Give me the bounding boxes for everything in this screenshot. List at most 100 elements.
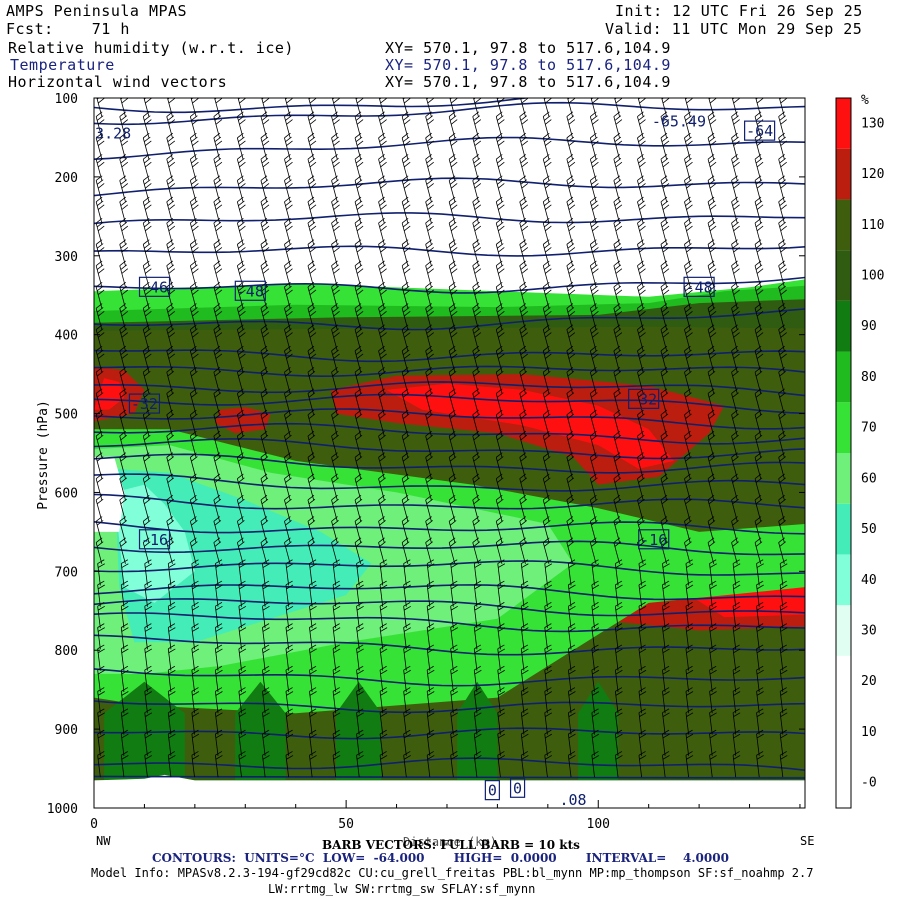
- wind-barb-flag: [145, 627, 153, 632]
- wind-barb-flag: [379, 687, 387, 692]
- wind-barb: [379, 623, 388, 650]
- wind-barb: [354, 196, 364, 224]
- wind-barb: [144, 623, 153, 650]
- wind-barb-flag: [214, 264, 222, 270]
- wind-barb-flag: [166, 324, 173, 330]
- wind-barb-flag: [449, 371, 457, 377]
- wind-barb-flag: [427, 627, 435, 632]
- wind-barb-flag: [119, 239, 126, 245]
- wind-barb-flag: [285, 349, 292, 356]
- wind-barb: [379, 729, 388, 756]
- wind-barb: [685, 751, 694, 778]
- wind-barb-flag: [733, 119, 740, 125]
- wind-barb: [120, 644, 129, 671]
- wind-barb-flag: [238, 520, 245, 526]
- wind-barb: [403, 559, 411, 586]
- wind-barb-flag: [709, 712, 717, 717]
- wind-barb-flag: [662, 225, 670, 232]
- wind-barb-flag: [543, 260, 550, 266]
- wind-barb-flag: [192, 563, 200, 568]
- wind-barb-flag: [239, 605, 247, 611]
- wind-barb-flag: [215, 310, 223, 317]
- wind-barb-flag: [121, 708, 129, 714]
- wind-barb-flag: [615, 247, 623, 253]
- wind-barb-flag: [731, 132, 738, 139]
- wind-barb-flag: [426, 477, 433, 483]
- wind-barb-flag: [497, 413, 504, 419]
- wind-barb-flag: [474, 648, 482, 654]
- wind-barb-flag: [686, 733, 694, 739]
- wind-barb-flag: [331, 91, 339, 96]
- wind-barb-flag: [519, 324, 526, 330]
- wind-barb-flag: [778, 409, 785, 416]
- wind-barb-flag: [378, 473, 385, 479]
- wind-barb-flag: [756, 310, 764, 317]
- wind-barb: [378, 132, 387, 160]
- wind-barb-flag: [615, 602, 623, 607]
- wind-barb: [332, 665, 341, 692]
- wind-barb-flag: [307, 452, 315, 458]
- wind-barb-flag: [707, 537, 715, 543]
- wind-barb-flag: [378, 111, 385, 117]
- wind-barb-flag: [450, 204, 458, 210]
- wind-barb-flag: [121, 268, 129, 274]
- wind-barb-flag: [426, 285, 433, 292]
- wind-barb-flag: [662, 310, 670, 317]
- wind-barb-flag: [639, 755, 647, 760]
- wind-barb-flag: [686, 605, 694, 611]
- wind-barb-flag: [520, 285, 528, 292]
- wind-barb-flag: [168, 665, 176, 671]
- wind-barb-flag: [97, 605, 105, 611]
- wind-barb: [567, 644, 576, 671]
- wind-barb-flag: [238, 729, 246, 735]
- wind-barb-flag: [450, 602, 458, 607]
- wind-barb-flag: [380, 204, 387, 210]
- wind-barb-flag: [472, 345, 479, 352]
- wind-barb-flag: [238, 665, 246, 671]
- wind-barb-flag: [709, 733, 717, 739]
- wind-barb-flag: [284, 260, 291, 266]
- wind-barb: [120, 580, 129, 607]
- wind-barb: [378, 239, 387, 266]
- wind-barb-flag: [615, 204, 623, 210]
- wind-barb-flag: [378, 303, 385, 309]
- wind-barb-flag: [239, 183, 246, 189]
- wind-barb-flag: [733, 584, 741, 590]
- wind-barb-flag: [238, 200, 245, 206]
- wind-barb-flag: [121, 140, 129, 146]
- wind-barb-flag: [192, 755, 200, 760]
- wind-barb-flag: [95, 537, 103, 543]
- wind-barb-flag: [543, 494, 550, 501]
- wind-barb-flag: [380, 183, 387, 189]
- wind-barb-flag: [545, 183, 552, 189]
- wind-barb: [97, 580, 105, 607]
- wind-barb-flag: [237, 175, 244, 181]
- wind-barb-flag: [568, 712, 576, 717]
- wind-barb-flag: [473, 136, 481, 143]
- wind-barb-flag: [709, 708, 717, 714]
- wind-barb: [97, 602, 105, 629]
- wind-barb-flag: [521, 687, 529, 692]
- wind-barb-flag: [97, 204, 105, 210]
- wind-barb-flag: [543, 303, 550, 309]
- wind-barb-flag: [213, 345, 221, 352]
- wind-barb-flag: [119, 452, 126, 458]
- wind-barb-flag: [498, 627, 506, 632]
- wind-barb-flag: [662, 627, 670, 632]
- wind-barb-flag: [333, 247, 340, 253]
- wind-barb-flag: [96, 200, 104, 206]
- wind-barb-flag: [519, 367, 526, 373]
- wind-barb-flag: [567, 200, 575, 206]
- wind-barb-flag: [214, 307, 222, 313]
- wind-barb-flag: [331, 388, 338, 394]
- wind-barb-flag: [403, 602, 411, 607]
- wind-barb-flag: [519, 281, 526, 288]
- wind-barb-flag: [708, 158, 716, 164]
- wind-barb-flag: [354, 367, 362, 373]
- wind-barb-flag: [213, 196, 221, 203]
- wind-barb-flag: [403, 563, 411, 568]
- wind-barb-flag: [732, 371, 739, 377]
- wind-barb-flag: [286, 119, 293, 125]
- wind-barb-flag: [472, 324, 479, 330]
- wind-barb-flag: [190, 345, 197, 352]
